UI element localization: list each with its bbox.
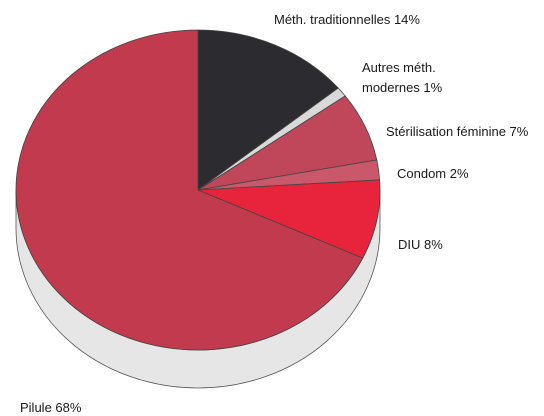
slice-label-st-rilisation-f-minine: Stérilisation féminine 7% xyxy=(386,124,529,139)
slice-label-diu: DIU 8% xyxy=(398,237,443,252)
slice-label-condom: Condom 2% xyxy=(397,166,469,181)
pie-slices xyxy=(15,29,381,351)
pie-slice-diu xyxy=(197,179,381,259)
slice-label-m-th-traditionnelles: Méth. traditionnelles 14% xyxy=(274,12,420,27)
slice-label-pilule: Pilule 68% xyxy=(20,400,82,415)
pie-slice-pilule xyxy=(15,29,364,351)
pie-slice-m-th-traditionnelles xyxy=(197,29,339,191)
slice-label-autres-m-th-modernes: Autres méth. modernes 1% xyxy=(362,60,443,95)
pie-labels: Méth. traditionnelles 14% Autres méth. mod… xyxy=(20,12,529,415)
